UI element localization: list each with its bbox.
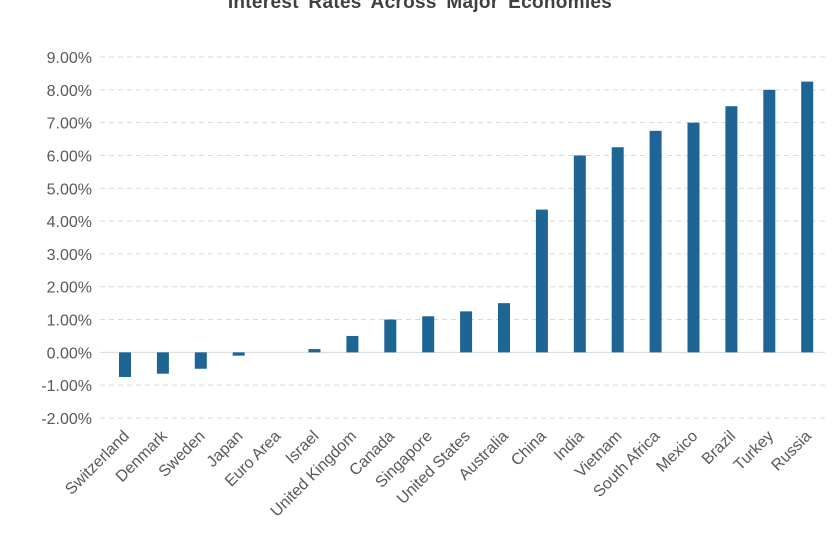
y-tick-label: 4.00% xyxy=(47,214,92,231)
bar xyxy=(194,352,207,369)
x-tick-label: Mexico xyxy=(653,428,701,476)
bar xyxy=(611,147,624,353)
bar xyxy=(763,89,776,353)
y-tick-label: 2.00% xyxy=(47,280,92,297)
y-tick-label: 9.00% xyxy=(47,50,92,67)
bar xyxy=(460,311,473,353)
y-tick-label: -1.00% xyxy=(41,378,92,395)
bar xyxy=(649,130,662,353)
x-tick-label: China xyxy=(508,428,550,470)
bar xyxy=(725,106,738,353)
x-tick-label: Turkey xyxy=(731,428,777,474)
bar xyxy=(156,352,169,374)
bar xyxy=(422,316,435,353)
bar xyxy=(801,81,814,353)
y-tick-label: 1.00% xyxy=(47,313,92,330)
bar xyxy=(384,319,397,353)
y-tick-label: 7.00% xyxy=(47,116,92,133)
y-tick-label: 0.00% xyxy=(47,345,92,362)
bar xyxy=(498,303,510,353)
y-tick-label: 8.00% xyxy=(47,83,92,100)
chart-title: Interest Rates Across Major Economies xyxy=(227,0,613,13)
bar xyxy=(308,349,321,353)
bar xyxy=(535,209,548,353)
y-tick-label: 6.00% xyxy=(47,148,92,165)
bar xyxy=(346,335,359,353)
bar xyxy=(687,122,700,353)
y-tick-label: -2.00% xyxy=(41,411,92,428)
y-tick-label: 3.00% xyxy=(47,247,92,264)
x-tick-label: Russia xyxy=(768,428,815,475)
y-tick-label: 5.00% xyxy=(47,181,92,198)
bar xyxy=(119,352,131,377)
bar xyxy=(232,352,245,356)
bar xyxy=(573,155,586,353)
